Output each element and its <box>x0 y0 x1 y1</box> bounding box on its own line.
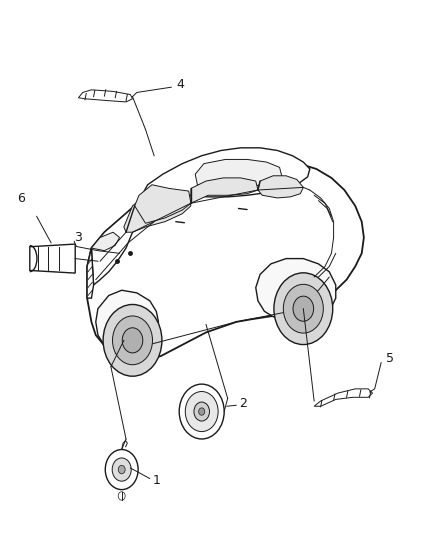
Circle shape <box>118 492 125 500</box>
Text: 5: 5 <box>386 352 394 365</box>
Circle shape <box>179 384 224 439</box>
Polygon shape <box>92 206 134 285</box>
Polygon shape <box>96 290 159 356</box>
Text: 1: 1 <box>152 474 160 487</box>
Polygon shape <box>256 259 336 319</box>
Text: 3: 3 <box>74 231 82 244</box>
Circle shape <box>118 465 125 474</box>
Circle shape <box>105 449 138 490</box>
Circle shape <box>274 273 333 344</box>
Text: 4: 4 <box>176 78 184 91</box>
Polygon shape <box>139 148 310 200</box>
Polygon shape <box>195 159 282 188</box>
Polygon shape <box>30 244 75 273</box>
Text: 2: 2 <box>239 397 247 410</box>
Circle shape <box>112 458 131 481</box>
Text: 6: 6 <box>17 192 25 206</box>
Polygon shape <box>78 90 133 102</box>
Polygon shape <box>92 232 120 251</box>
Circle shape <box>199 408 205 415</box>
Polygon shape <box>87 161 364 359</box>
Circle shape <box>194 402 209 421</box>
Circle shape <box>283 284 323 333</box>
Circle shape <box>122 328 143 353</box>
Polygon shape <box>258 176 304 198</box>
Circle shape <box>185 392 218 432</box>
Polygon shape <box>314 389 372 406</box>
Polygon shape <box>124 190 191 232</box>
Polygon shape <box>191 178 258 203</box>
Circle shape <box>113 316 152 365</box>
Circle shape <box>103 304 162 376</box>
Circle shape <box>293 296 314 321</box>
Polygon shape <box>134 185 191 223</box>
Polygon shape <box>87 248 94 298</box>
